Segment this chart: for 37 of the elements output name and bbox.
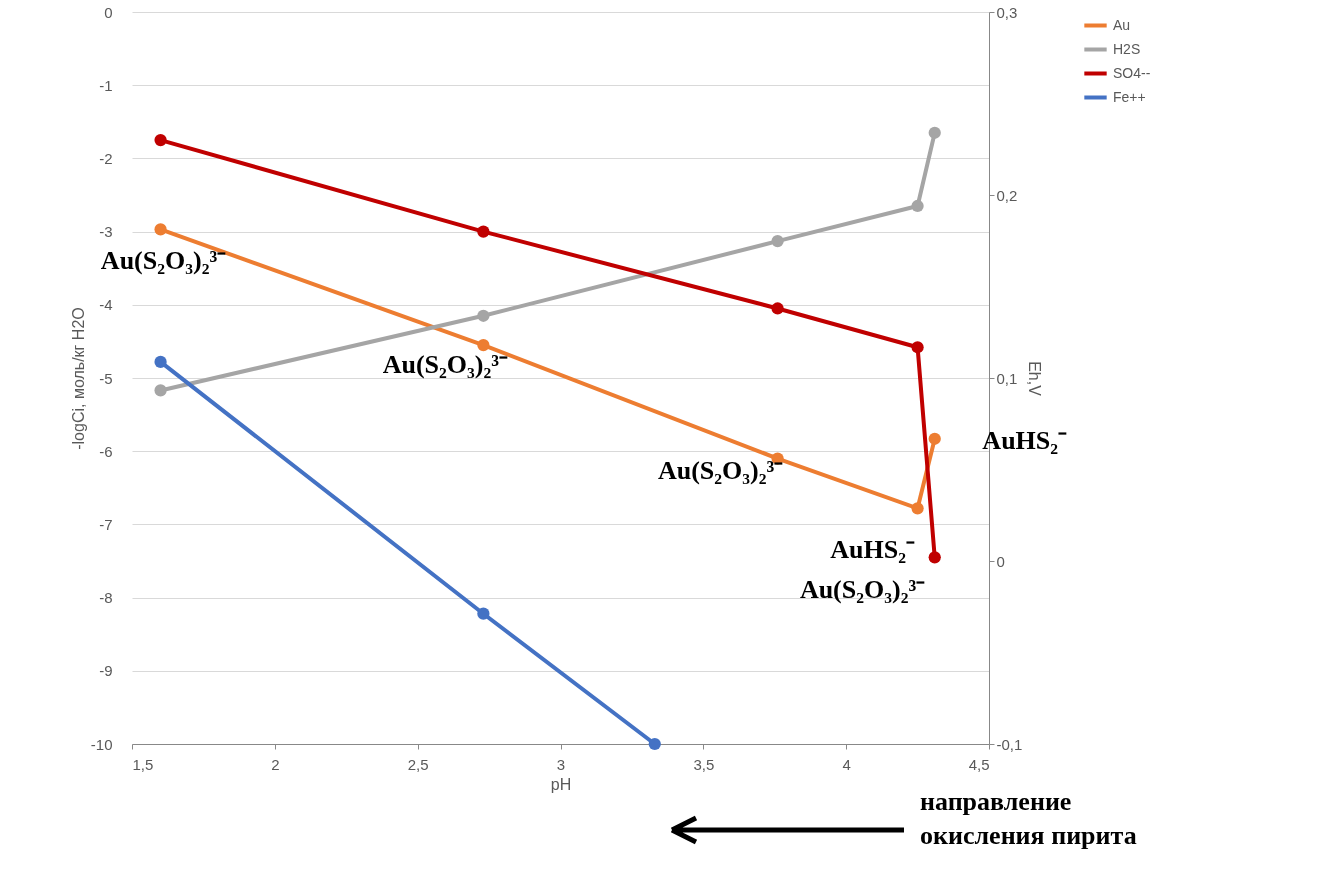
legend-label: Fe++ xyxy=(1113,88,1146,105)
legend-label: SO4-- xyxy=(1113,64,1151,81)
y2-tick-label: 0,3 xyxy=(996,3,1018,21)
x-tick-label: 2 xyxy=(271,755,280,773)
x-tick-label: 2,5 xyxy=(407,755,429,773)
y-tick-label: -2 xyxy=(99,149,113,167)
annotation: Au(S₂O₃)₂³⁻ xyxy=(382,350,509,380)
y2-tick-label: 0,1 xyxy=(996,369,1018,387)
y-tick-label: -1 xyxy=(99,76,113,94)
legend-label: Au xyxy=(1113,16,1131,33)
annotation: AuHS₂⁻ xyxy=(830,535,915,565)
x-tick-label: 3,5 xyxy=(693,755,715,773)
legend-label: H2S xyxy=(1113,40,1141,57)
x-tick-label: 4,5 xyxy=(968,755,990,773)
x-tick-label: 1,5 xyxy=(132,755,154,773)
y-tick-label: -7 xyxy=(99,515,113,533)
y2-tick-label: 0,2 xyxy=(996,186,1018,204)
y-tick-label: -6 xyxy=(99,442,113,460)
y-axis-title: -logCi, моль/кг H2O xyxy=(69,307,87,450)
text: направление окисления пирита xyxy=(920,786,1138,852)
y2-tick-label: 0 xyxy=(996,552,1005,570)
annotation: Au(S₂O₃)₂³⁻ xyxy=(657,455,784,485)
y-tick-label: -9 xyxy=(99,662,113,680)
x-tick-label: 3 xyxy=(556,755,566,773)
y2-tick-label: -0,1 xyxy=(996,735,1023,753)
y2-axis-title: Eh,V xyxy=(1026,361,1044,397)
y-tick-label: 0 xyxy=(104,3,113,21)
x-tick-label: 4 xyxy=(842,755,851,773)
y-tick-label: -10 xyxy=(90,735,113,753)
annotation: Au(S₂O₃)₂³⁻ xyxy=(100,246,227,276)
y-tick-label: -3 xyxy=(99,223,113,241)
x-axis-title: pH xyxy=(550,775,572,793)
y-tick-label: -4 xyxy=(99,296,113,314)
annotation: Au(S₂O₃)₂³⁻ xyxy=(799,575,926,605)
annotation: AuHS₂⁻ xyxy=(982,425,1068,455)
y-tick-label: -8 xyxy=(99,589,113,607)
y-tick-label: -5 xyxy=(99,369,113,387)
